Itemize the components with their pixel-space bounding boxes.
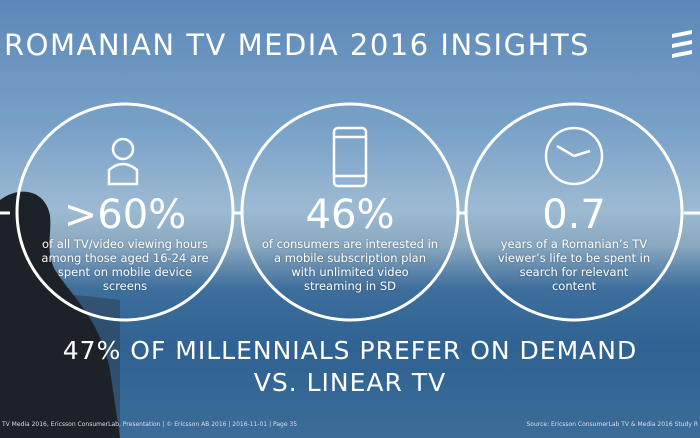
stat-text: with unlimited video [291,265,409,279]
stat-text: of consumers are interested in [261,237,439,251]
stat-value: 46% [305,192,395,238]
clock-hands [556,144,591,158]
stat-text: a mobile subscription plan [274,251,426,265]
stat: 0.7 years of a Romanian’s TV viewer’s life… [474,193,674,293]
circle [15,102,235,322]
stat-text: among those aged 16-24 are [41,251,209,265]
phone-icon [332,126,368,188]
title: ROMANIAN TV MEDIA 2016 INSIGHTS [4,28,591,62]
stat-text: spent on mobile device [57,265,193,279]
stat-value: 0.7 [542,192,606,238]
stat-text: content [551,279,597,293]
footer-left: TV Media 2016, Ericsson ConsumerLab, Pre… [2,421,298,428]
stat-text: years of a Romanian’s TV [500,237,648,251]
stat-text: streaming in SD [303,279,397,293]
stat-value: >60% [63,192,187,238]
stat-text: viewer’s life to be spent in [497,251,651,265]
person-silhouette [0,191,120,438]
circles [0,102,700,322]
headline: 47% OF MILLENNIALS PREFER ON DEMAND [62,336,638,365]
person-icon [111,137,135,161]
stat-text: screens [102,279,148,293]
stat: >60% of all TV/video viewing hours among t… [25,193,225,293]
stat-text: of all TV/video viewing hours [42,237,208,251]
logo [672,30,692,58]
stat-text: search for relevant [519,265,629,279]
person-icon [107,162,139,186]
clock-icon [544,126,604,186]
footer-right: Source: Ericsson ConsumerLab TV & Media … [526,421,699,428]
stat: 46% of consumers are interested in a mobil… [250,193,450,293]
headline: VS. LINEAR TV [253,368,447,397]
icons [107,126,604,188]
